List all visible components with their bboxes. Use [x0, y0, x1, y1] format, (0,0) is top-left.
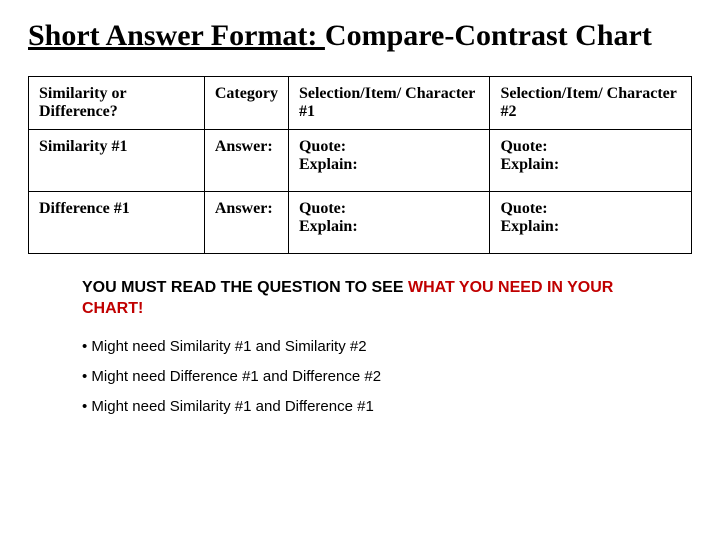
row-selection2: Quote: Explain:: [490, 192, 692, 254]
compare-contrast-table: Similarity or Difference? Category Selec…: [28, 76, 692, 254]
title-rest: Compare-Contrast Chart: [325, 19, 652, 52]
header-col3: Selection/Item/ Character #1: [288, 77, 490, 130]
instruction-text: YOU MUST READ THE QUESTION TO SEE WHAT Y…: [82, 278, 638, 320]
bullet-list: Might need Similarity #1 and Similarity …: [82, 332, 692, 422]
quote-label: Quote:: [299, 200, 480, 218]
instruction-black: YOU MUST READ THE QUESTION TO SEE: [82, 279, 408, 296]
table-header-row: Similarity or Difference? Category Selec…: [29, 77, 692, 130]
quote-label: Quote:: [500, 138, 681, 156]
title-underlined: Short Answer Format:: [28, 19, 325, 52]
page-title: Short Answer Format: Compare-Contrast Ch…: [28, 18, 692, 54]
quote-label: Quote:: [500, 200, 681, 218]
header-col2: Category: [204, 77, 288, 130]
table-row: Similarity #1 Answer: Quote: Explain: Qu…: [29, 130, 692, 192]
table-row: Difference #1 Answer: Quote: Explain: Qu…: [29, 192, 692, 254]
row-category: Answer:: [204, 130, 288, 192]
row-selection1: Quote: Explain:: [288, 192, 490, 254]
row-label: Difference #1: [29, 192, 205, 254]
bullet-item: Might need Similarity #1 and Similarity …: [82, 332, 692, 362]
row-label: Similarity #1: [29, 130, 205, 192]
bullet-item: Might need Similarity #1 and Difference …: [82, 392, 692, 422]
header-col1: Similarity or Difference?: [29, 77, 205, 130]
row-selection2: Quote: Explain:: [490, 130, 692, 192]
row-selection1: Quote: Explain:: [288, 130, 490, 192]
explain-label: Explain:: [299, 218, 480, 236]
header-col4: Selection/Item/ Character #2: [490, 77, 692, 130]
quote-label: Quote:: [299, 138, 480, 156]
explain-label: Explain:: [500, 218, 681, 236]
row-category: Answer:: [204, 192, 288, 254]
bullet-item: Might need Difference #1 and Difference …: [82, 362, 692, 392]
explain-label: Explain:: [299, 156, 480, 174]
explain-label: Explain:: [500, 156, 681, 174]
